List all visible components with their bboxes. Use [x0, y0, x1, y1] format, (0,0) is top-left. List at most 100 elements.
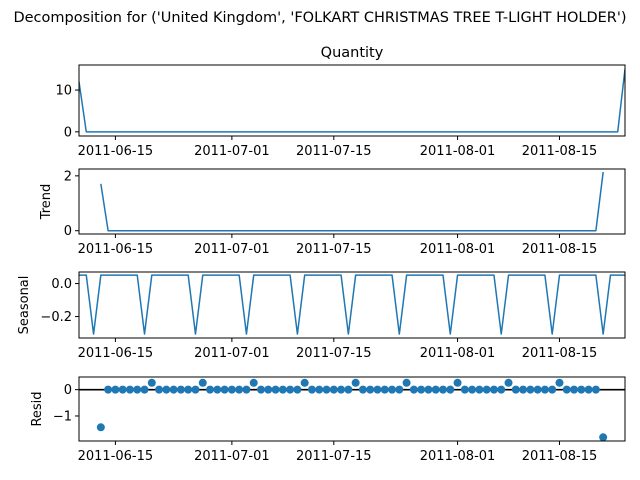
quantity-y-tick-label: 10 — [55, 84, 72, 99]
resid-point — [242, 385, 251, 394]
quantity-x-tick-label: 2011-08-01 — [420, 144, 496, 159]
seasonal-x-tick-label: 2011-07-15 — [296, 346, 372, 361]
seasonal-y-axis-label: Seasonal — [17, 276, 32, 335]
resid-point — [271, 385, 280, 394]
resid-point — [468, 385, 477, 394]
resid-point — [460, 385, 469, 394]
resid-point — [162, 385, 171, 394]
resid-point — [475, 385, 484, 394]
resid-point — [198, 378, 207, 387]
resid-point — [278, 385, 287, 394]
resid-point — [439, 385, 447, 394]
quantity-panel-title: Quantity — [321, 45, 384, 61]
resid-point — [373, 385, 382, 394]
resid-panel: 2011-06-15 2011-07-01 2011-07-15 2011-08-01… — [30, 376, 626, 464]
resid-point — [155, 385, 164, 394]
trend-x-tick-label: 2011-08-15 — [522, 242, 598, 257]
resid-point — [300, 378, 309, 387]
resid-point — [264, 385, 273, 394]
resid-point — [482, 385, 491, 394]
resid-point — [307, 385, 316, 394]
trend-plot-area — [100, 171, 604, 232]
resid-point — [344, 385, 353, 394]
trend-axes-frame — [78, 168, 626, 235]
trend-y-axis-label: Trend — [39, 184, 54, 221]
quantity-x-tick-label: 2011-07-15 — [296, 144, 372, 159]
panels: 2011-06-15 2011-07-01 2011-07-15 2011-08-01… — [17, 64, 626, 464]
trend-panel: 2011-06-15 2011-07-01 2011-07-15 2011-08-01… — [39, 168, 626, 257]
resid-y-tick-label: 0 — [64, 383, 72, 398]
resid-point — [417, 385, 426, 394]
resid-point — [584, 385, 593, 394]
resid-point — [315, 385, 324, 394]
resid-point — [220, 385, 229, 394]
trend-x-tick-label: 2011-07-01 — [194, 242, 270, 257]
resid-point — [519, 385, 528, 394]
resid-point — [206, 385, 215, 394]
resid-point — [104, 385, 113, 394]
resid-point — [111, 385, 120, 394]
trend-x-tick-label: 2011-08-01 — [420, 242, 496, 257]
resid-point — [213, 385, 222, 394]
resid-point — [533, 385, 542, 394]
resid-x-tick-label: 2011-08-01 — [420, 449, 496, 464]
seasonal-x-tick-label: 2011-08-01 — [420, 346, 496, 361]
seasonal-x-tick-label: 2011-08-15 — [522, 346, 598, 361]
resid-point — [577, 385, 586, 394]
resid-point — [526, 385, 535, 394]
resid-point — [540, 385, 549, 394]
resid-point — [133, 385, 142, 394]
resid-point — [329, 385, 338, 394]
resid-point — [184, 385, 193, 394]
quantity-x-tick-label: 2011-08-15 — [522, 144, 598, 159]
resid-point — [176, 385, 185, 394]
resid-y-tick-label: −1 — [53, 409, 72, 424]
resid-point — [409, 385, 418, 394]
resid-point — [191, 385, 200, 394]
resid-point — [424, 385, 433, 394]
resid-point — [337, 385, 346, 394]
quantity-x-tick-label: 2011-07-01 — [194, 144, 270, 159]
quantity-x-tick-label: 2011-06-15 — [78, 144, 154, 159]
resid-point — [570, 385, 579, 394]
resid-point — [147, 378, 156, 387]
resid-point — [402, 378, 411, 387]
quantity-y-tick-label: 0 — [64, 125, 72, 140]
resid-point — [497, 385, 506, 394]
resid-point — [235, 385, 244, 394]
resid-x-tick-label: 2011-07-01 — [194, 449, 270, 464]
resid-point — [366, 385, 375, 394]
resid-point — [286, 385, 295, 394]
seasonal-y-tick-label: −0.2 — [40, 310, 72, 325]
resid-point — [511, 385, 520, 394]
resid-plot-area — [79, 378, 625, 441]
resid-point — [322, 385, 331, 394]
resid-y-axis-label: Resid — [30, 391, 45, 426]
trend-x-tick-label: 2011-06-15 — [78, 242, 154, 257]
resid-point — [118, 385, 127, 394]
resid-point — [140, 385, 149, 394]
seasonal-axes-frame — [78, 271, 626, 339]
trend-x-tick-label: 2011-07-15 — [296, 242, 372, 257]
resid-point — [293, 385, 302, 394]
resid-axes-frame — [78, 376, 626, 442]
resid-point — [96, 423, 105, 432]
resid-point — [446, 385, 455, 394]
resid-x-tick-label: 2011-07-15 — [296, 449, 372, 464]
resid-x-tick-label: 2011-08-15 — [522, 449, 598, 464]
quantity-plot-area — [79, 69, 625, 133]
trend-y-tick-label: 0 — [64, 224, 72, 239]
resid-point — [504, 378, 513, 387]
resid-point — [548, 385, 557, 394]
resid-point — [358, 385, 367, 394]
seasonal-y-tick-label: 0.0 — [51, 277, 72, 292]
seasonal-series-line — [79, 274, 625, 335]
resid-point — [562, 385, 571, 394]
resid-point — [125, 385, 134, 394]
resid-point — [380, 385, 389, 394]
resid-point — [599, 433, 608, 441]
quantity-panel: 2011-06-15 2011-07-01 2011-07-15 2011-08-01… — [55, 64, 626, 159]
seasonal-x-tick-label: 2011-07-01 — [194, 346, 270, 361]
quantity-axes-frame — [78, 64, 626, 137]
